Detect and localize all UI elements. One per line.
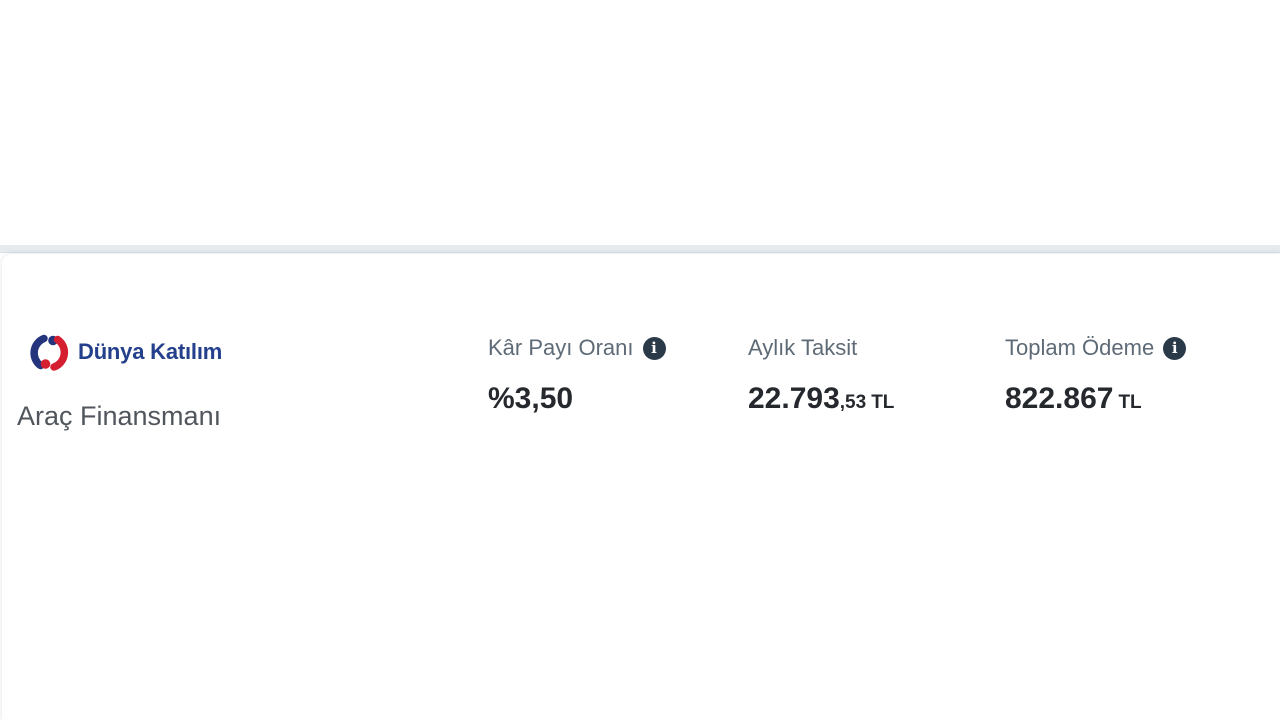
metric-total-payment: Toplam Ödeme i 822.867 TL: [1005, 335, 1187, 416]
provider-brand: Dünya Katılım: [29, 332, 222, 372]
info-circle-icon[interactable]: i: [642, 336, 666, 360]
provider-name: Dünya Katılım: [78, 339, 223, 364]
value-unit: TL: [1118, 392, 1142, 413]
metric-label-text: Aylık Taksit: [748, 335, 858, 360]
metric-label-text: Toplam Ödeme: [1005, 335, 1155, 360]
info-circle-icon[interactable]: i: [1163, 336, 1187, 360]
metric-profit-rate: Kâr Payı Oranı i %3,50: [488, 335, 666, 416]
value-main: 822.867: [1005, 382, 1114, 415]
metric-label-text: Kâr Payı Oranı: [488, 335, 634, 360]
metric-profit-rate-label-row: Kâr Payı Oranı i: [488, 335, 666, 361]
metric-monthly-installment: Aylık Taksit 22.793,53 TL: [748, 335, 894, 416]
value-main: %3,50: [488, 382, 574, 415]
section-divider-band: [0, 245, 1280, 253]
metric-monthly-installment-label-row: Aylık Taksit: [748, 335, 894, 361]
metric-total-payment-label-row: Toplam Ödeme i: [1005, 335, 1187, 361]
value-unit: TL: [871, 392, 895, 413]
metric-monthly-installment-value: 22.793,53 TL: [748, 382, 894, 416]
metric-profit-rate-value: %3,50: [488, 382, 666, 416]
value-main: 22.793: [748, 382, 840, 415]
metric-total-payment-value: 822.867 TL: [1005, 382, 1186, 416]
product-name: Araç Finansmanı: [17, 401, 222, 431]
dunya-katilim-logo-icon: [30, 334, 69, 371]
value-fraction: ,53: [839, 392, 867, 413]
finance-offer-card: Dünya Katılım Araç Finansmanı Kâr Payı O…: [2, 254, 1280, 720]
